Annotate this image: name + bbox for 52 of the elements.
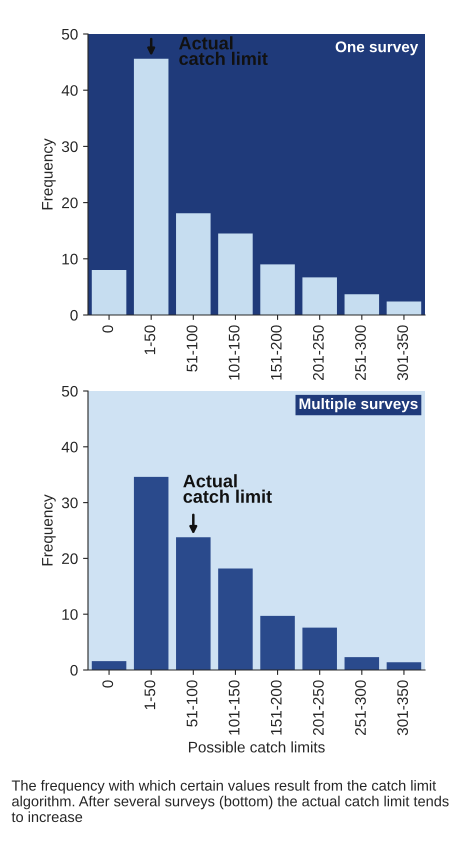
x-tick-label: 251-300: [355, 325, 366, 380]
bar: [176, 537, 211, 670]
bar: [92, 661, 126, 670]
bar: [260, 616, 295, 670]
y-tick-label: 30: [62, 497, 78, 508]
bar: [134, 58, 168, 315]
y-tick-label: 30: [62, 141, 78, 152]
chart-title: Multiple surveys: [300, 398, 418, 412]
y-tick-label: 10: [62, 254, 78, 264]
bar: [218, 568, 253, 670]
x-tick-label: 1-50: [144, 680, 156, 710]
bar: [92, 270, 126, 315]
bar: [344, 294, 380, 315]
x-tick-label: 51-100: [186, 325, 198, 372]
x-tick-label: 101-150: [228, 680, 240, 735]
x-tick-label: 0: [102, 325, 114, 333]
x-tick-label: 251-300: [355, 680, 366, 736]
bar: [260, 264, 295, 315]
y-tick-label: 10: [62, 609, 78, 620]
y-tick-label: 40: [62, 85, 78, 96]
y-tick-label: 50: [62, 28, 78, 40]
x-tick-label: 201-250: [312, 325, 324, 380]
x-tick-label: 51-100: [186, 680, 198, 727]
y-axis-title: Frequency: [42, 494, 56, 566]
annotation: Actual catch limit: [183, 474, 272, 503]
x-tick-label: 201-250: [312, 680, 324, 736]
y-tick-label: 0: [70, 310, 78, 321]
annotation: Actual catch limit: [179, 36, 268, 66]
y-axis-title: Frequency: [42, 138, 56, 210]
x-axis-title: Possible catch limits: [188, 741, 325, 753]
x-tick-label: 151-200: [270, 325, 282, 380]
x-tick-label: 151-200: [270, 680, 282, 735]
x-tick-label: 101-150: [228, 325, 240, 380]
bar: [218, 234, 253, 315]
text: The frequency with which certain values result from the catch limit algorithm. After several surveys (bottom) the actual catch limit tends to increase: [12, 780, 449, 822]
x-tick-label: 1-50: [144, 325, 156, 354]
y-tick-label: 20: [62, 197, 78, 208]
chart-title: One survey: [336, 41, 418, 56]
x-tick-label: 301-350: [397, 680, 408, 736]
y-tick-label: 20: [62, 553, 78, 564]
y-tick-label: 40: [62, 442, 78, 452]
bar: [344, 657, 380, 670]
bar: [134, 476, 168, 670]
bar: [302, 277, 337, 315]
x-tick-label: 301-350: [397, 325, 408, 380]
bar: [386, 662, 422, 670]
x-tick-label: 0: [102, 680, 114, 688]
bar: [302, 628, 337, 670]
y-tick-label: 0: [70, 664, 78, 676]
y-tick-label: 50: [62, 386, 78, 397]
bar: [386, 302, 422, 315]
bar: [176, 213, 211, 315]
